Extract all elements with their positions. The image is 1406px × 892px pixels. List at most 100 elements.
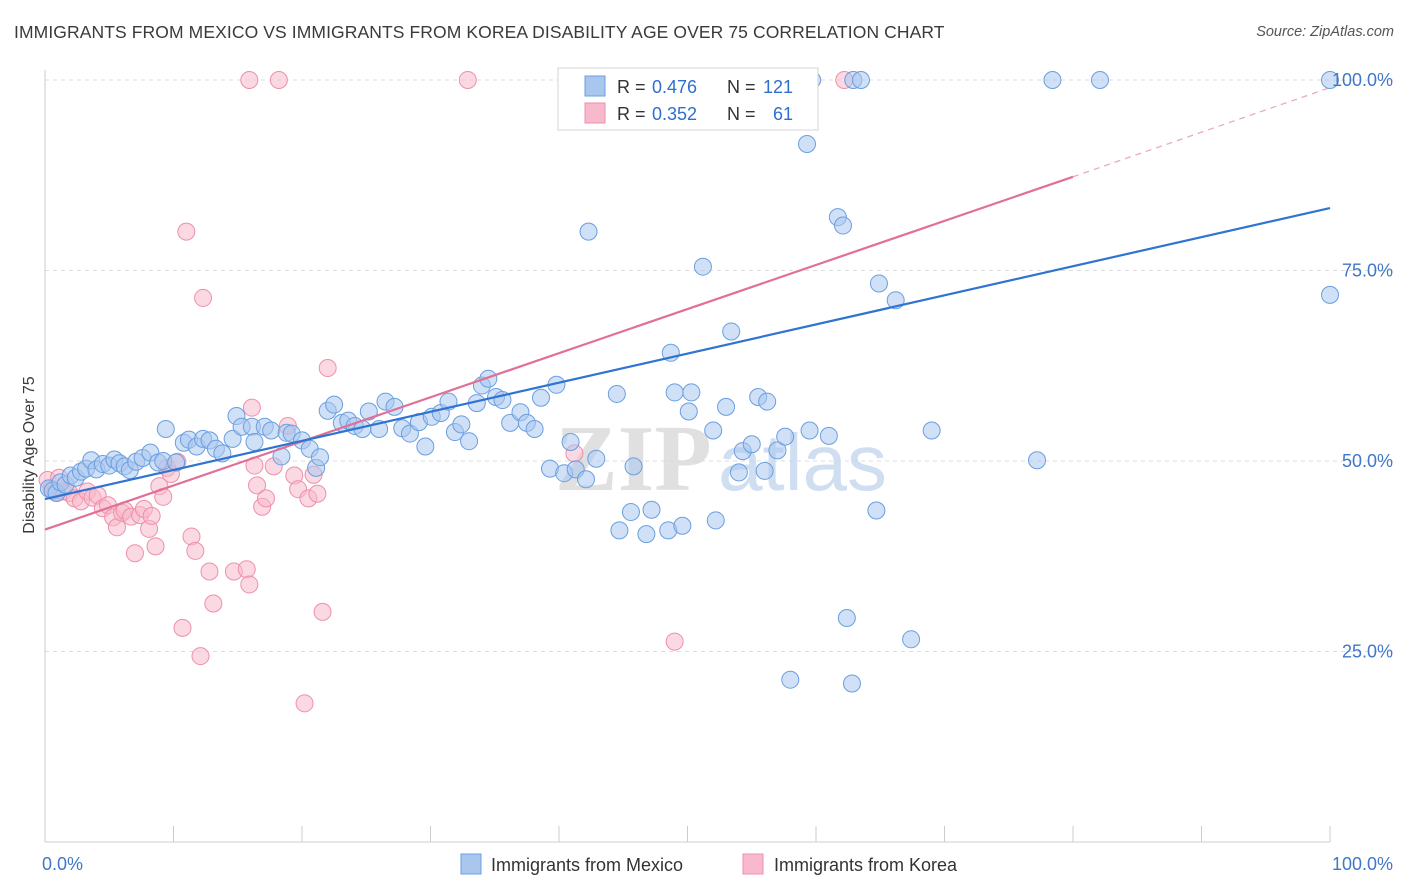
mexico-point (359, 402, 378, 421)
mexico-point (460, 432, 479, 451)
korea-trend-extension (1072, 87, 1331, 178)
mexico-point (1090, 71, 1109, 89)
mexico-point (729, 463, 748, 482)
korea-point (248, 476, 267, 495)
korea-point (194, 288, 213, 307)
mexico-point (867, 501, 886, 520)
korea-point (665, 632, 684, 651)
mexico-point (416, 437, 435, 456)
mexico-trend-line (44, 206, 1331, 501)
korea-point (257, 489, 276, 508)
mexico-point (479, 369, 498, 388)
korea-point (295, 694, 314, 713)
stats-r-value-korea: 0.352 (652, 104, 697, 124)
mexico-point (637, 525, 656, 544)
data-points (38, 71, 1339, 713)
korea-point (237, 560, 256, 579)
korea-point (269, 71, 288, 89)
korea-point (458, 71, 477, 89)
stats-n-value-mexico: 121 (763, 77, 793, 97)
mexico-point (325, 395, 344, 414)
mexico-point (842, 674, 861, 693)
mexico-point (706, 511, 725, 530)
korea-point (240, 575, 259, 594)
korea-point (242, 398, 261, 417)
mexico-point (525, 419, 544, 438)
mexico-point (704, 421, 723, 440)
mexico-point (665, 383, 684, 402)
mexico-point (693, 257, 712, 276)
korea-point (240, 71, 259, 89)
mexico-point (682, 383, 701, 402)
mexico-point (262, 421, 281, 440)
mexico-point (579, 222, 598, 241)
x-tick-label: 0.0% (42, 854, 83, 874)
stats-r-label-korea: R = (617, 104, 646, 124)
mexico-point (819, 426, 838, 445)
korea-point (142, 506, 161, 525)
tick-labels: 25.0% 50.0% 75.0% 100.0% 0.0% 100.0% (42, 70, 1393, 874)
mexico-point (452, 415, 471, 434)
y-tick-label: 100.0% (1332, 70, 1393, 90)
korea-point (204, 594, 223, 613)
korea-point (308, 484, 327, 503)
korea-point (191, 647, 210, 666)
mexico-point (776, 427, 795, 446)
mexico-point (742, 435, 761, 454)
mexico-point (561, 432, 580, 451)
korea-point (313, 602, 332, 621)
source-credit: Source: ZipAtlas.com (1256, 24, 1394, 40)
mexico-point (673, 516, 692, 535)
axes (44, 70, 1331, 843)
stats-n-label-korea: N = (727, 104, 756, 124)
korea-point (125, 544, 144, 563)
bottom-legend: Immigrants from Mexico Immigrants from K… (460, 853, 958, 875)
mexico-point (800, 421, 819, 440)
mexico-point (621, 503, 640, 522)
stats-legend: R = 0.476 N = 121 R = 0.352 N = 61 (557, 67, 819, 131)
korea-point (318, 359, 337, 378)
stats-r-value-mexico: 0.476 (652, 77, 697, 97)
mexico-point (223, 429, 242, 448)
mexico-point (781, 670, 800, 689)
korea-point (200, 562, 219, 581)
mexico-point (1321, 71, 1339, 89)
stats-n-label-mexico: N = (727, 77, 756, 97)
mexico-point (902, 630, 921, 649)
y-tick-label: 50.0% (1342, 451, 1393, 471)
mexico-point (837, 608, 856, 627)
korea-point (173, 618, 192, 637)
mexico-point (1321, 285, 1339, 304)
korea-point (146, 537, 165, 556)
trend-lines (44, 87, 1331, 531)
legend-swatch-mexico (460, 853, 482, 875)
legend-label-korea: Immigrants from Korea (774, 855, 958, 875)
stats-n-value-korea: 61 (773, 104, 793, 124)
mexico-point (1043, 71, 1062, 89)
mexico-point (768, 441, 787, 460)
mexico-point (610, 521, 629, 540)
mexico-point (310, 448, 329, 467)
legend-label-mexico: Immigrants from Mexico (491, 855, 683, 875)
mexico-point (755, 461, 774, 480)
y-tick-label: 25.0% (1342, 642, 1393, 662)
korea-trend-line (44, 175, 1074, 531)
mexico-point (758, 392, 777, 411)
mexico-point (587, 449, 606, 468)
mexico-point (576, 470, 595, 489)
mexico-point (869, 274, 888, 293)
mexico-point (167, 453, 186, 472)
mexico-point (642, 500, 661, 519)
mexico-point (156, 419, 175, 438)
y-tick-label: 75.0% (1342, 261, 1393, 281)
korea-point (177, 222, 196, 241)
mexico-point (798, 135, 817, 154)
x-tick-label: 100.0% (1332, 854, 1393, 874)
mexico-point (679, 402, 698, 421)
stats-swatch-korea (584, 102, 606, 124)
legend-swatch-korea (742, 853, 764, 875)
mexico-point (717, 397, 736, 416)
mexico-point (607, 384, 626, 403)
chart-title: IMMIGRANTS FROM MEXICO VS IMMIGRANTS FRO… (14, 22, 945, 42)
